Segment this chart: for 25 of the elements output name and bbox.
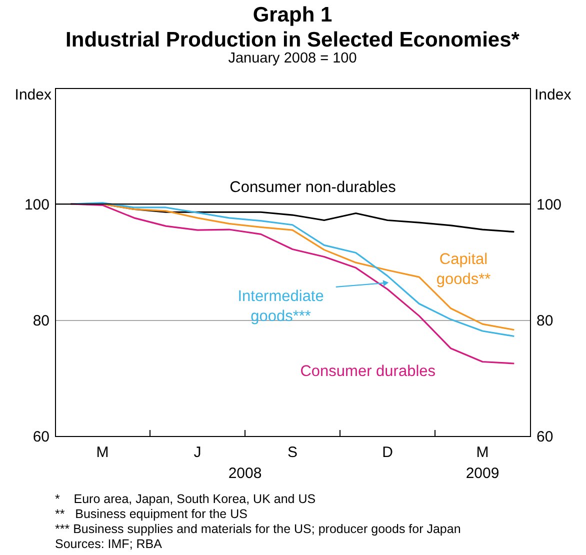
x-tick-label: J [194,444,202,461]
y2-axis-title: Index [534,86,572,104]
chart-subtitle: January 2008 = 100 [228,50,357,66]
text: ** Business equipment for the US [55,507,248,522]
y2-tick-label: 80 [536,312,554,330]
series-label: Consumer durables [300,363,436,380]
x-tick-label: M [476,444,489,461]
source-note: Sources: IMF; RBA [55,537,163,552]
text: 2008 [228,465,262,482]
y-tick-label: 60 [32,428,50,446]
y2-tick-label: 60 [536,428,554,446]
chart-title: Graph 1 Industrial Production in Selected Economies* [66,4,520,52]
x-tick-label: S [287,444,298,461]
series-label: Consumer non-durables [230,179,396,196]
y2-tick-label: 100 [536,196,562,214]
x-tick-label: M [96,444,109,461]
text: Intermediate goods*** [238,288,324,326]
series-label: Capital goods** [436,251,491,288]
x-tick-label: D [382,444,394,461]
text: *** Business supplies and materials for the US; producer goods for Japan [55,522,461,537]
text: 2009 [466,465,500,482]
y-tick-label: 80 [32,312,50,330]
y-axis-title: Index [14,86,52,104]
y-tick-label: 100 [24,196,50,214]
text: * Euro area, Japan, South Korea, UK and US [55,492,317,507]
